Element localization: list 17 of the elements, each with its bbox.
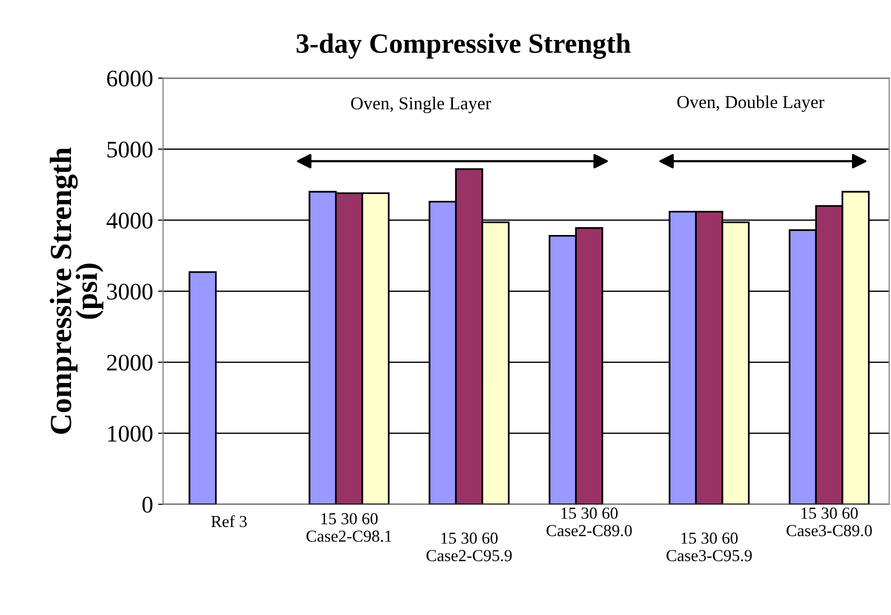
x-tick-label: 15 30 60 Case2-C95.9 bbox=[426, 532, 512, 562]
x-tick-label: 15 30 60 Case3-C95.9 bbox=[666, 532, 752, 562]
annotation: Oven, Double Layer bbox=[677, 95, 824, 112]
x-tick-label: Ref 3 bbox=[211, 515, 247, 528]
y-tick-label: 3000 bbox=[107, 284, 152, 300]
annotation: Oven, Single Layer bbox=[351, 96, 492, 114]
chart-title: 3-day Compressive Strength bbox=[296, 33, 631, 59]
y-tick-label: 6000 bbox=[107, 70, 152, 87]
x-tick-label: 15 30 60 Case3-C89.0 bbox=[786, 508, 872, 536]
y-axis-title: Compressive Strength (psi) bbox=[50, 148, 104, 434]
y-tick-label: 1000 bbox=[108, 426, 152, 442]
x-tick-label: 15 30 60 Case2-C98.1 bbox=[306, 513, 392, 542]
y-tick-label: 0 bbox=[142, 496, 152, 513]
y-tick-label: 2000 bbox=[107, 354, 152, 371]
y-tick-label: 5000 bbox=[107, 142, 152, 158]
y-tick-label: 4000 bbox=[106, 212, 152, 229]
x-tick-label: 15 30 60 Case2-C89.0 bbox=[546, 508, 632, 536]
